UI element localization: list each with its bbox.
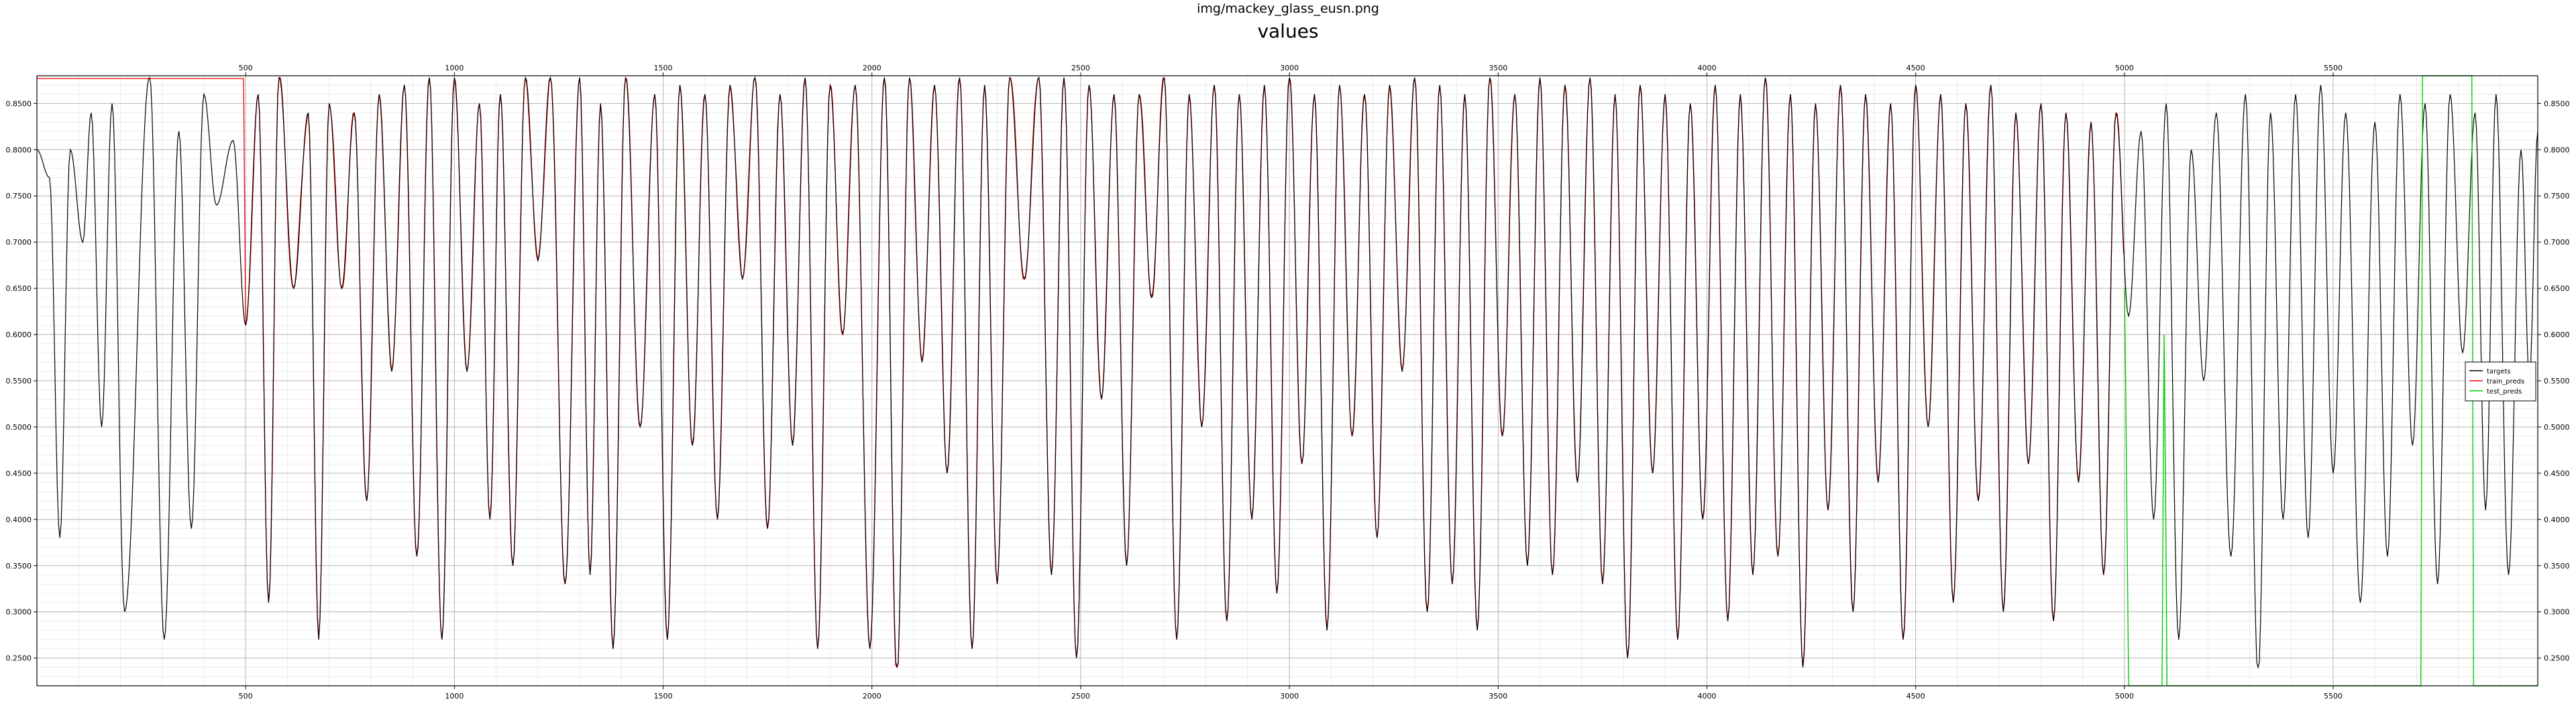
legend-label-targets: targets [2487, 368, 2511, 375]
y-tick-label-right: 0.5000 [2544, 423, 2570, 432]
x-tick-label-bottom: 1000 [445, 692, 464, 701]
y-tick-label-right: 0.5500 [2544, 377, 2570, 385]
x-tick-label-top: 500 [239, 64, 253, 72]
y-tick-label-left: 0.4500 [6, 469, 32, 478]
major-grid [37, 76, 2538, 686]
x-tick-label-top: 2500 [1071, 64, 1090, 72]
y-tick-label-left: 0.6500 [6, 284, 32, 293]
y-tick-label-right: 0.8000 [2544, 145, 2570, 154]
y-tick-label-left: 0.4000 [6, 516, 32, 524]
y-tick-label-left: 0.3000 [6, 608, 32, 617]
y-tick-label-right: 0.7500 [2544, 192, 2570, 200]
figure-title: img/mackey_glass_eusn.png [1197, 1, 1379, 16]
x-tick-label-top: 4000 [1697, 64, 1716, 72]
y-tick-label-left: 0.6000 [6, 330, 32, 339]
y-tick-label-right: 0.8500 [2544, 99, 2570, 108]
y-tick-label-right: 0.3000 [2544, 608, 2570, 617]
x-tick-label-top: 1000 [445, 64, 464, 72]
y-tick-label-right: 0.3500 [2544, 562, 2570, 570]
y-tick-label-left: 0.8000 [6, 145, 32, 154]
x-tick-label-bottom: 2500 [1071, 692, 1090, 701]
x-tick-label-top: 2000 [863, 64, 881, 72]
y-tick-label-left: 0.5500 [6, 377, 32, 385]
y-tick-label-left: 0.2500 [6, 654, 32, 663]
y-tick-label-left: 0.5000 [6, 423, 32, 432]
y-tick-label-right: 0.2500 [2544, 654, 2570, 663]
x-tick-label-bottom: 4000 [1697, 692, 1716, 701]
x-tick-label-bottom: 500 [239, 692, 253, 701]
y-tick-label-left: 0.8500 [6, 99, 32, 108]
y-tick-label-left: 0.7000 [6, 238, 32, 247]
y-tick-label-left: 0.7500 [6, 192, 32, 200]
x-tick-label-bottom: 3500 [1489, 692, 1507, 701]
x-tick-label-top: 5500 [2324, 64, 2343, 72]
y-tick-label-right: 0.7000 [2544, 238, 2570, 247]
x-tick-label-bottom: 3000 [1280, 692, 1299, 701]
x-tick-label-bottom: 4500 [1907, 692, 1925, 701]
x-tick-label-bottom: 2000 [863, 692, 881, 701]
x-tick-label-top: 4500 [1907, 64, 1925, 72]
legend-label-test-preds: test_preds [2487, 388, 2522, 396]
targets-line [36, 76, 2538, 669]
x-tick-label-top: 1500 [654, 64, 673, 72]
plot-frame [36, 75, 2538, 686]
y-tick-label-right: 0.6000 [2544, 330, 2570, 339]
x-tick-label-bottom: 5500 [2324, 692, 2343, 701]
legend: targets train_preds test_preds [2465, 361, 2536, 402]
y-tick-label-right: 0.4000 [2544, 516, 2570, 524]
x-tick-label-top: 3500 [1489, 64, 1507, 72]
legend-box [2465, 361, 2536, 402]
y-tick-label-right: 0.4500 [2544, 469, 2570, 478]
x-tick-label-top: 3000 [1280, 64, 1299, 72]
y-tick-label-right: 0.6500 [2544, 284, 2570, 293]
legend-label-train-preds: train_preds [2487, 378, 2524, 385]
x-tick-label-bottom: 1500 [654, 692, 673, 701]
ticks-layer: 500 500 1000 1000 1500 1500 2000 2000 2500 2500 30… [6, 64, 2570, 701]
axes-title: values [1257, 20, 1319, 42]
x-tick-label-bottom: 5000 [2115, 692, 2134, 701]
x-tick-label-top: 5000 [2115, 64, 2134, 72]
y-tick-label-left: 0.3500 [6, 562, 32, 570]
